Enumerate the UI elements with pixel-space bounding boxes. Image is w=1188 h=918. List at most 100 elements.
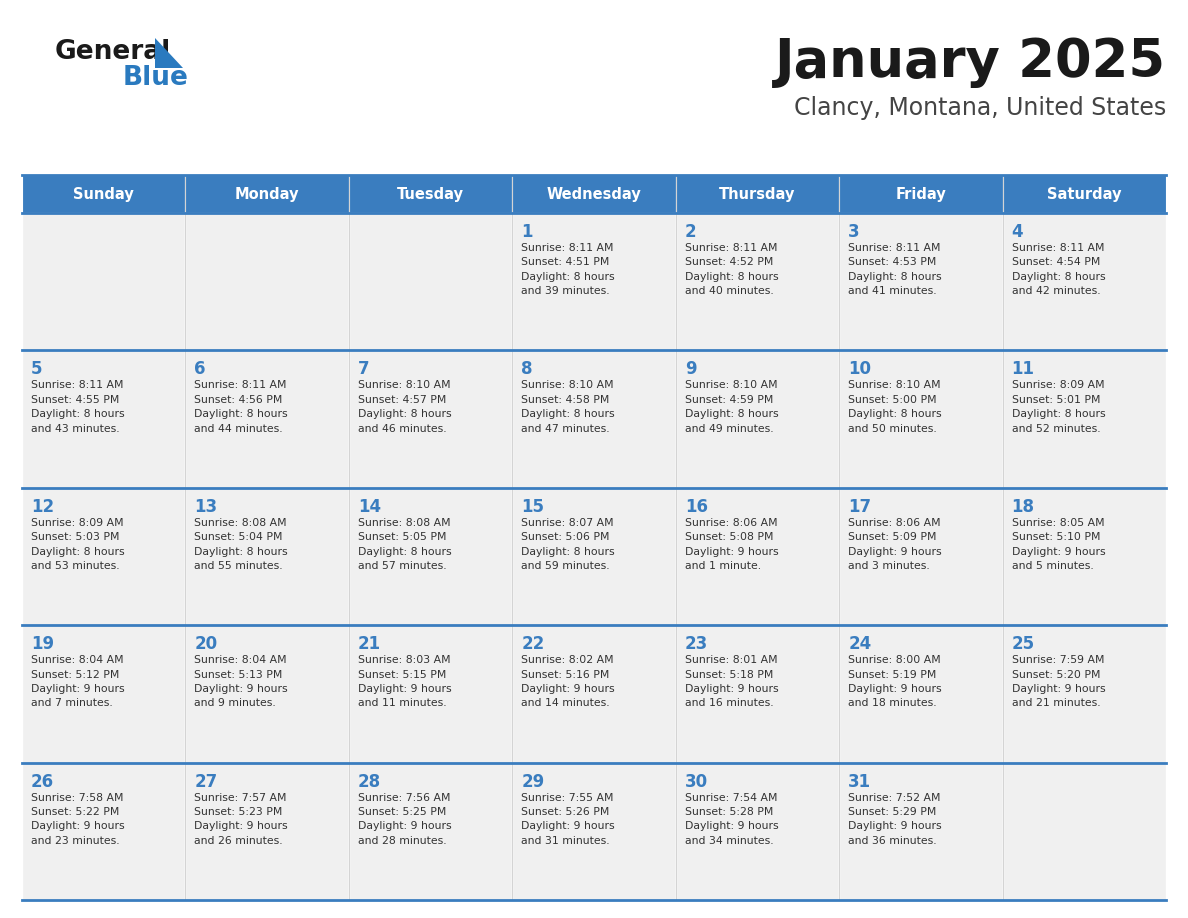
Bar <box>512 625 676 763</box>
Bar <box>185 625 349 763</box>
Text: Sunrise: 7:58 AM
Sunset: 5:22 PM
Daylight: 9 hours
and 23 minutes.: Sunrise: 7:58 AM Sunset: 5:22 PM Dayligh… <box>31 792 125 845</box>
Bar <box>185 351 349 487</box>
Text: Sunrise: 7:54 AM
Sunset: 5:28 PM
Daylight: 9 hours
and 34 minutes.: Sunrise: 7:54 AM Sunset: 5:28 PM Dayligh… <box>684 792 778 845</box>
Bar <box>1003 175 1165 213</box>
Text: Sunrise: 8:02 AM
Sunset: 5:16 PM
Daylight: 9 hours
and 14 minutes.: Sunrise: 8:02 AM Sunset: 5:16 PM Dayligh… <box>522 655 615 709</box>
Bar <box>185 213 349 351</box>
Bar <box>349 763 512 900</box>
Bar <box>676 351 839 487</box>
Text: Sunrise: 7:55 AM
Sunset: 5:26 PM
Daylight: 9 hours
and 31 minutes.: Sunrise: 7:55 AM Sunset: 5:26 PM Dayligh… <box>522 792 615 845</box>
Text: Sunrise: 8:10 AM
Sunset: 4:58 PM
Daylight: 8 hours
and 47 minutes.: Sunrise: 8:10 AM Sunset: 4:58 PM Dayligh… <box>522 380 615 433</box>
Bar <box>839 175 1003 213</box>
Text: 28: 28 <box>358 773 381 790</box>
Bar <box>839 625 1003 763</box>
Text: 27: 27 <box>195 773 217 790</box>
Text: 8: 8 <box>522 361 532 378</box>
Text: 20: 20 <box>195 635 217 654</box>
Text: Sunrise: 8:10 AM
Sunset: 5:00 PM
Daylight: 8 hours
and 50 minutes.: Sunrise: 8:10 AM Sunset: 5:00 PM Dayligh… <box>848 380 942 433</box>
Text: Sunrise: 8:04 AM
Sunset: 5:12 PM
Daylight: 9 hours
and 7 minutes.: Sunrise: 8:04 AM Sunset: 5:12 PM Dayligh… <box>31 655 125 709</box>
Text: Sunrise: 8:09 AM
Sunset: 5:03 PM
Daylight: 8 hours
and 53 minutes.: Sunrise: 8:09 AM Sunset: 5:03 PM Dayligh… <box>31 518 125 571</box>
Text: Sunrise: 8:11 AM
Sunset: 4:52 PM
Daylight: 8 hours
and 40 minutes.: Sunrise: 8:11 AM Sunset: 4:52 PM Dayligh… <box>684 243 778 297</box>
Text: 10: 10 <box>848 361 871 378</box>
Text: 5: 5 <box>31 361 43 378</box>
Text: Sunrise: 8:04 AM
Sunset: 5:13 PM
Daylight: 9 hours
and 9 minutes.: Sunrise: 8:04 AM Sunset: 5:13 PM Dayligh… <box>195 655 287 709</box>
Text: Blue: Blue <box>124 65 189 91</box>
Text: Monday: Monday <box>235 186 299 201</box>
Text: Sunrise: 8:08 AM
Sunset: 5:05 PM
Daylight: 8 hours
and 57 minutes.: Sunrise: 8:08 AM Sunset: 5:05 PM Dayligh… <box>358 518 451 571</box>
Bar <box>512 763 676 900</box>
Text: Sunrise: 8:10 AM
Sunset: 4:57 PM
Daylight: 8 hours
and 46 minutes.: Sunrise: 8:10 AM Sunset: 4:57 PM Dayligh… <box>358 380 451 433</box>
Bar <box>23 487 185 625</box>
Text: Tuesday: Tuesday <box>397 186 465 201</box>
Text: January 2025: January 2025 <box>775 36 1165 88</box>
Bar <box>349 175 512 213</box>
Text: Sunrise: 8:11 AM
Sunset: 4:54 PM
Daylight: 8 hours
and 42 minutes.: Sunrise: 8:11 AM Sunset: 4:54 PM Dayligh… <box>1011 243 1105 297</box>
Bar <box>512 213 676 351</box>
Text: Sunrise: 8:11 AM
Sunset: 4:56 PM
Daylight: 8 hours
and 44 minutes.: Sunrise: 8:11 AM Sunset: 4:56 PM Dayligh… <box>195 380 287 433</box>
Bar <box>839 351 1003 487</box>
Text: Sunrise: 8:11 AM
Sunset: 4:53 PM
Daylight: 8 hours
and 41 minutes.: Sunrise: 8:11 AM Sunset: 4:53 PM Dayligh… <box>848 243 942 297</box>
Text: 4: 4 <box>1011 223 1023 241</box>
Text: Sunrise: 8:06 AM
Sunset: 5:08 PM
Daylight: 9 hours
and 1 minute.: Sunrise: 8:06 AM Sunset: 5:08 PM Dayligh… <box>684 518 778 571</box>
Bar <box>676 763 839 900</box>
Text: Sunday: Sunday <box>74 186 134 201</box>
Bar <box>23 351 185 487</box>
Text: Sunrise: 8:03 AM
Sunset: 5:15 PM
Daylight: 9 hours
and 11 minutes.: Sunrise: 8:03 AM Sunset: 5:15 PM Dayligh… <box>358 655 451 709</box>
Bar <box>1003 213 1165 351</box>
Text: 23: 23 <box>684 635 708 654</box>
Text: 14: 14 <box>358 498 381 516</box>
Bar <box>512 175 676 213</box>
Bar <box>676 175 839 213</box>
Bar <box>349 487 512 625</box>
Text: Sunrise: 8:00 AM
Sunset: 5:19 PM
Daylight: 9 hours
and 18 minutes.: Sunrise: 8:00 AM Sunset: 5:19 PM Dayligh… <box>848 655 942 709</box>
Bar <box>676 487 839 625</box>
Text: 21: 21 <box>358 635 381 654</box>
Text: 30: 30 <box>684 773 708 790</box>
Text: 12: 12 <box>31 498 55 516</box>
Bar <box>23 175 185 213</box>
Text: 19: 19 <box>31 635 55 654</box>
Text: General: General <box>55 39 171 65</box>
Text: Friday: Friday <box>896 186 946 201</box>
Text: 18: 18 <box>1011 498 1035 516</box>
Text: 15: 15 <box>522 498 544 516</box>
Text: Clancy, Montana, United States: Clancy, Montana, United States <box>794 96 1165 120</box>
Text: 3: 3 <box>848 223 860 241</box>
Bar <box>676 625 839 763</box>
Bar <box>349 351 512 487</box>
Text: Wednesday: Wednesday <box>546 186 642 201</box>
Text: 29: 29 <box>522 773 544 790</box>
Text: Sunrise: 7:52 AM
Sunset: 5:29 PM
Daylight: 9 hours
and 36 minutes.: Sunrise: 7:52 AM Sunset: 5:29 PM Dayligh… <box>848 792 942 845</box>
Text: Sunrise: 8:09 AM
Sunset: 5:01 PM
Daylight: 8 hours
and 52 minutes.: Sunrise: 8:09 AM Sunset: 5:01 PM Dayligh… <box>1011 380 1105 433</box>
Text: 6: 6 <box>195 361 206 378</box>
Text: Saturday: Saturday <box>1047 186 1121 201</box>
Text: Sunrise: 8:10 AM
Sunset: 4:59 PM
Daylight: 8 hours
and 49 minutes.: Sunrise: 8:10 AM Sunset: 4:59 PM Dayligh… <box>684 380 778 433</box>
Text: Sunrise: 7:56 AM
Sunset: 5:25 PM
Daylight: 9 hours
and 28 minutes.: Sunrise: 7:56 AM Sunset: 5:25 PM Dayligh… <box>358 792 451 845</box>
Text: Sunrise: 8:05 AM
Sunset: 5:10 PM
Daylight: 9 hours
and 5 minutes.: Sunrise: 8:05 AM Sunset: 5:10 PM Dayligh… <box>1011 518 1105 571</box>
Text: Sunrise: 8:01 AM
Sunset: 5:18 PM
Daylight: 9 hours
and 16 minutes.: Sunrise: 8:01 AM Sunset: 5:18 PM Dayligh… <box>684 655 778 709</box>
Bar <box>349 213 512 351</box>
Bar <box>185 175 349 213</box>
Bar <box>349 625 512 763</box>
Text: 1: 1 <box>522 223 532 241</box>
Bar <box>1003 351 1165 487</box>
Text: 2: 2 <box>684 223 696 241</box>
Text: Thursday: Thursday <box>719 186 796 201</box>
Text: Sunrise: 7:59 AM
Sunset: 5:20 PM
Daylight: 9 hours
and 21 minutes.: Sunrise: 7:59 AM Sunset: 5:20 PM Dayligh… <box>1011 655 1105 709</box>
Bar <box>1003 625 1165 763</box>
Bar <box>839 763 1003 900</box>
Text: 13: 13 <box>195 498 217 516</box>
Text: 31: 31 <box>848 773 871 790</box>
Bar <box>185 487 349 625</box>
Text: 26: 26 <box>31 773 55 790</box>
Bar <box>512 487 676 625</box>
Text: 11: 11 <box>1011 361 1035 378</box>
Text: 17: 17 <box>848 498 871 516</box>
Text: 7: 7 <box>358 361 369 378</box>
Bar <box>23 213 185 351</box>
Bar <box>1003 487 1165 625</box>
Text: Sunrise: 8:07 AM
Sunset: 5:06 PM
Daylight: 8 hours
and 59 minutes.: Sunrise: 8:07 AM Sunset: 5:06 PM Dayligh… <box>522 518 615 571</box>
Bar <box>185 763 349 900</box>
Bar <box>1003 763 1165 900</box>
Text: 22: 22 <box>522 635 544 654</box>
